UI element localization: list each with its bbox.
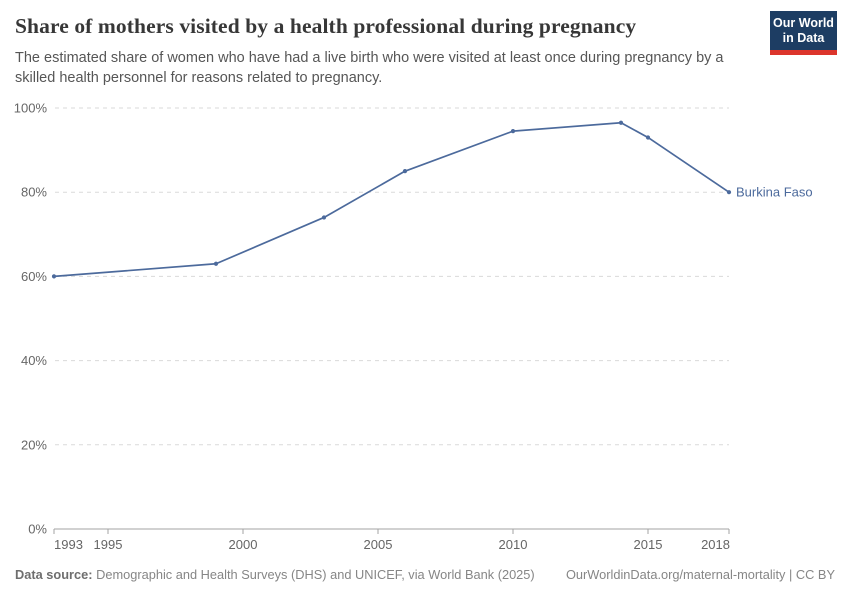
data-point[interactable] — [321, 215, 327, 220]
x-axis-tick-label: 2010 — [499, 537, 528, 552]
y-axis-tick-label: 40% — [21, 353, 47, 368]
chart-subtitle: The estimated share of women who have ha… — [15, 50, 724, 86]
x-axis-tick-label: 2015 — [634, 537, 663, 552]
x-axis-tick-label: 1993 — [54, 537, 83, 552]
y-axis-tick-label: 80% — [21, 185, 47, 200]
x-axis-tick-label: 2000 — [229, 537, 258, 552]
y-axis-tick-label: 0% — [28, 522, 47, 537]
data-source: Data source: Demographic and Health Surv… — [15, 567, 535, 582]
data-point[interactable] — [510, 129, 516, 134]
chart-title: Share of mothers visited by a health pro… — [15, 14, 637, 38]
x-axis-tick-label: 1995 — [94, 537, 123, 552]
data-point[interactable] — [645, 135, 651, 140]
owid-logo[interactable]: Our World in Data — [770, 11, 837, 55]
data-source-text: Demographic and Health Surveys (DHS) and… — [92, 567, 535, 582]
data-point[interactable] — [213, 261, 219, 266]
y-axis-tick-label: 60% — [21, 269, 47, 284]
x-axis-tick-label: 2005 — [364, 537, 393, 552]
data-point[interactable] — [402, 169, 408, 174]
line-chart[interactable]: 0% 20% 40% 60% 80% 100% 1993 1995 2000 2005 2010 20… — [0, 95, 850, 563]
attribution-link[interactable]: OurWorldinData.org/maternal-mortality | … — [565, 567, 835, 582]
owid-logo-line2: in Data — [782, 31, 825, 45]
owid-logo-line1: Our World — [773, 16, 834, 30]
y-axis-tick-label: 100% — [14, 101, 48, 116]
data-point[interactable] — [618, 120, 624, 125]
series-label[interactable]: Burkina Faso — [736, 185, 813, 200]
x-axis-tick-label: 2018 — [701, 537, 730, 552]
chart-footer: Data source: Demographic and Health Surv… — [15, 567, 835, 582]
data-source-label: Data source: — [15, 567, 93, 582]
data-point[interactable] — [51, 274, 57, 279]
series-line[interactable] — [53, 121, 730, 278]
y-axis-tick-label: 20% — [21, 437, 47, 452]
data-point[interactable] — [726, 190, 732, 195]
